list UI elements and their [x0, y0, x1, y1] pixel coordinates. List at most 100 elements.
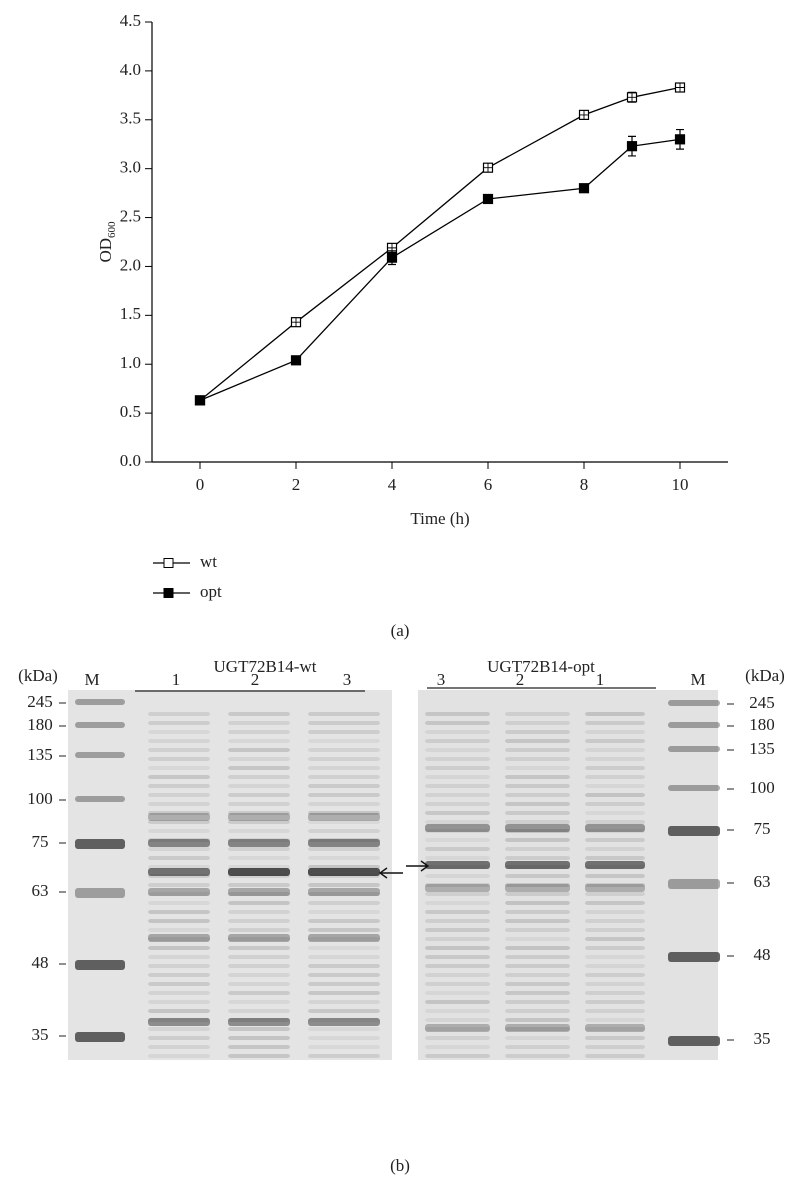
gel-band	[505, 884, 570, 892]
marker-cross	[579, 110, 589, 120]
marker-size: 35	[32, 1025, 49, 1044]
gel-band	[585, 964, 645, 968]
gel-band	[228, 839, 290, 847]
series-line	[199, 86, 681, 401]
gel-band	[425, 748, 490, 752]
gel-band	[668, 826, 720, 836]
gel-band	[228, 766, 290, 770]
lane-label: 2	[251, 670, 260, 689]
gel-band	[505, 748, 570, 752]
gel-band	[585, 838, 645, 842]
arrow-left	[378, 867, 403, 879]
gel-band	[228, 802, 290, 806]
gel-band	[228, 919, 290, 923]
gel-band	[585, 1024, 645, 1032]
gel-right	[418, 690, 718, 1060]
gel-band	[505, 1018, 570, 1022]
gel-band	[585, 748, 645, 752]
gel-band	[308, 964, 380, 968]
gel-band	[425, 964, 490, 968]
gel-band	[585, 802, 645, 806]
gel-band	[585, 824, 645, 832]
panel-label: (a)	[391, 621, 410, 640]
gel-band	[308, 793, 380, 797]
gel-band	[585, 1027, 645, 1031]
y-tick-label: 4.0	[120, 60, 141, 79]
gel-band	[505, 982, 570, 986]
arrows	[378, 860, 430, 879]
gel-band	[148, 973, 210, 977]
gel-band	[668, 700, 720, 706]
gel-band	[505, 964, 570, 968]
gel-band	[425, 793, 490, 797]
gel-band	[505, 955, 570, 959]
marker-size: 245	[27, 692, 53, 711]
gel-band	[585, 757, 645, 761]
gel-band	[585, 1009, 645, 1013]
gel-band	[228, 888, 290, 896]
gel-band	[228, 811, 290, 815]
gel-band	[148, 1054, 210, 1058]
gel-band	[148, 793, 210, 797]
gel-band	[308, 730, 380, 734]
y-tick-label: 1.0	[120, 353, 141, 372]
gel-band	[505, 1036, 570, 1040]
marker-size: 48	[754, 945, 771, 964]
gel-band	[505, 829, 570, 833]
gel-band	[505, 1045, 570, 1049]
lane-label: 1	[172, 670, 181, 689]
gel-band	[425, 838, 490, 842]
gel-band	[228, 937, 290, 941]
gel-band	[148, 937, 210, 941]
panel-label: (b)	[390, 1156, 410, 1175]
gel-band	[425, 730, 490, 734]
gel-band	[228, 934, 290, 942]
gel-band	[585, 919, 645, 923]
marker-size: 100	[749, 778, 775, 797]
gel-band	[505, 874, 570, 878]
gel-band	[585, 829, 645, 833]
gel-band	[585, 856, 645, 860]
gel-band	[228, 730, 290, 734]
gel-band	[148, 1045, 210, 1049]
marker-size: 100	[27, 789, 53, 808]
gel-band	[505, 910, 570, 914]
gel-band	[228, 793, 290, 797]
gel-band	[228, 739, 290, 743]
gel-band	[308, 991, 380, 995]
gel-band	[75, 1032, 125, 1042]
gel-band	[505, 847, 570, 851]
y-tick-label: 3.5	[120, 109, 141, 128]
lane-label: 1	[596, 670, 605, 689]
series-line	[199, 138, 681, 401]
marker-size: 48	[32, 953, 49, 972]
gel-band	[228, 901, 290, 905]
gel-band	[505, 892, 570, 896]
y-axis-title-main: OD	[96, 238, 115, 263]
gel-band	[148, 784, 210, 788]
gel-band	[308, 856, 380, 860]
gel-band	[148, 928, 210, 932]
marker-cross	[675, 83, 685, 93]
gel-band	[148, 730, 210, 734]
gel-band	[505, 1054, 570, 1058]
gel-band	[425, 928, 490, 932]
gel-band	[148, 856, 210, 860]
gel-band	[308, 888, 380, 896]
gel-band	[425, 1009, 490, 1013]
gel-band	[585, 775, 645, 779]
gel-band	[585, 1045, 645, 1049]
legend-label: opt	[200, 582, 222, 601]
gel-band	[505, 1024, 570, 1032]
group-label: UGT72B14-wt	[214, 657, 317, 676]
data-point	[386, 252, 398, 263]
gel-band	[148, 982, 210, 986]
gel-band	[308, 1036, 380, 1040]
gel-band	[585, 884, 645, 892]
marker-size: 180	[749, 715, 775, 734]
gel-band	[75, 699, 125, 705]
gel-band	[228, 1018, 290, 1026]
marker-size: 35	[754, 1029, 771, 1048]
gel-band	[228, 721, 290, 725]
